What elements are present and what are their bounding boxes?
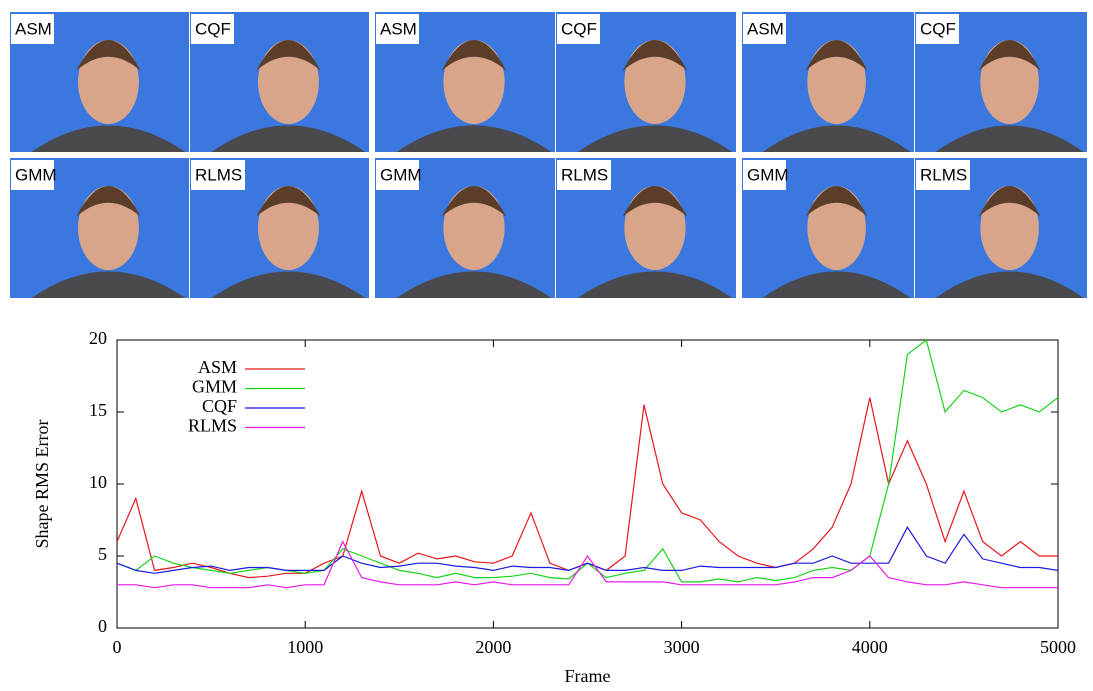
y-tick-label: 10 <box>89 472 107 492</box>
chart: 0 5 10 15 20 0 1000 2000 3000 4000 5000 Frame Shape … <box>32 328 1076 686</box>
label-box <box>11 14 54 44</box>
y-tick-label: 0 <box>98 616 107 636</box>
face <box>807 186 866 270</box>
shoulders <box>762 125 911 152</box>
panel-label: GMM <box>15 165 57 184</box>
label-box <box>743 14 786 44</box>
label-box <box>916 14 959 44</box>
y-tick-label: 15 <box>89 400 107 420</box>
shoulders <box>577 271 733 298</box>
panel-label: ASM <box>15 19 52 38</box>
x-tick-label: 5000 <box>1040 637 1076 657</box>
x-tick-label: 2000 <box>475 637 511 657</box>
hair <box>622 40 688 71</box>
y-tick-label: 20 <box>89 328 107 348</box>
hair <box>76 186 141 217</box>
x-tick-label: 1000 <box>287 637 323 657</box>
face <box>443 40 505 124</box>
image-panels: ASM CQF GMM RLMS ASM CQF GMM RLMS ASM CQF GMM RLMS <box>10 12 1087 298</box>
legend-label: ASM <box>198 357 237 377</box>
legend-label: CQF <box>202 396 237 416</box>
shoulders <box>935 271 1084 298</box>
panel-label: RLMS <box>195 165 242 184</box>
shoulders <box>211 125 366 152</box>
face <box>980 186 1039 270</box>
shoulders <box>396 125 552 152</box>
hair <box>441 40 507 71</box>
label-box <box>376 14 419 44</box>
y-axis-label: Shape RMS Error <box>32 420 52 549</box>
face <box>624 186 686 270</box>
panel-label: ASM <box>380 19 417 38</box>
panel-label: CQF <box>561 19 597 38</box>
face <box>807 40 866 124</box>
hair <box>76 40 141 71</box>
label-box <box>557 160 611 190</box>
panel-label: CQF <box>920 19 956 38</box>
panel-label: ASM <box>747 19 784 38</box>
face <box>624 40 686 124</box>
hair <box>978 186 1041 217</box>
x-tick-label: 3000 <box>664 637 700 657</box>
hair <box>256 40 321 71</box>
shoulders <box>31 271 186 298</box>
shoulders <box>762 271 911 298</box>
panel-label: GMM <box>380 165 422 184</box>
face <box>980 40 1039 124</box>
hair <box>256 186 321 217</box>
label-box <box>557 14 600 44</box>
x-axis-label: Frame <box>565 666 611 686</box>
legend-label: RLMS <box>188 416 237 436</box>
shoulders <box>396 271 552 298</box>
face <box>78 186 139 270</box>
series-line <box>117 540 1058 589</box>
plot-frame <box>116 339 1059 629</box>
panel-label: RLMS <box>561 165 608 184</box>
hair <box>441 186 507 217</box>
panel-label: CQF <box>195 19 231 38</box>
label-box <box>11 160 54 190</box>
hair <box>622 186 688 217</box>
hair <box>805 40 868 71</box>
shoulders <box>31 125 186 152</box>
hair <box>978 40 1041 71</box>
hair <box>805 186 868 217</box>
x-tick-label: 4000 <box>852 637 888 657</box>
series-line <box>117 526 1058 574</box>
face <box>78 40 139 124</box>
shoulders <box>211 271 366 298</box>
label-box <box>743 160 786 190</box>
label-box <box>376 160 419 190</box>
label-box <box>916 160 970 190</box>
x-tick-label: 0 <box>113 637 122 657</box>
label-box <box>191 160 245 190</box>
face <box>258 186 319 270</box>
panel-label: RLMS <box>920 165 967 184</box>
shoulders <box>577 125 733 152</box>
shoulders <box>935 125 1084 152</box>
face <box>258 40 319 124</box>
legend-label: GMM <box>192 377 237 397</box>
y-tick-label: 5 <box>98 544 107 564</box>
face <box>443 186 505 270</box>
series-line <box>117 397 1058 579</box>
panel-label: GMM <box>747 165 789 184</box>
label-box <box>191 14 234 44</box>
